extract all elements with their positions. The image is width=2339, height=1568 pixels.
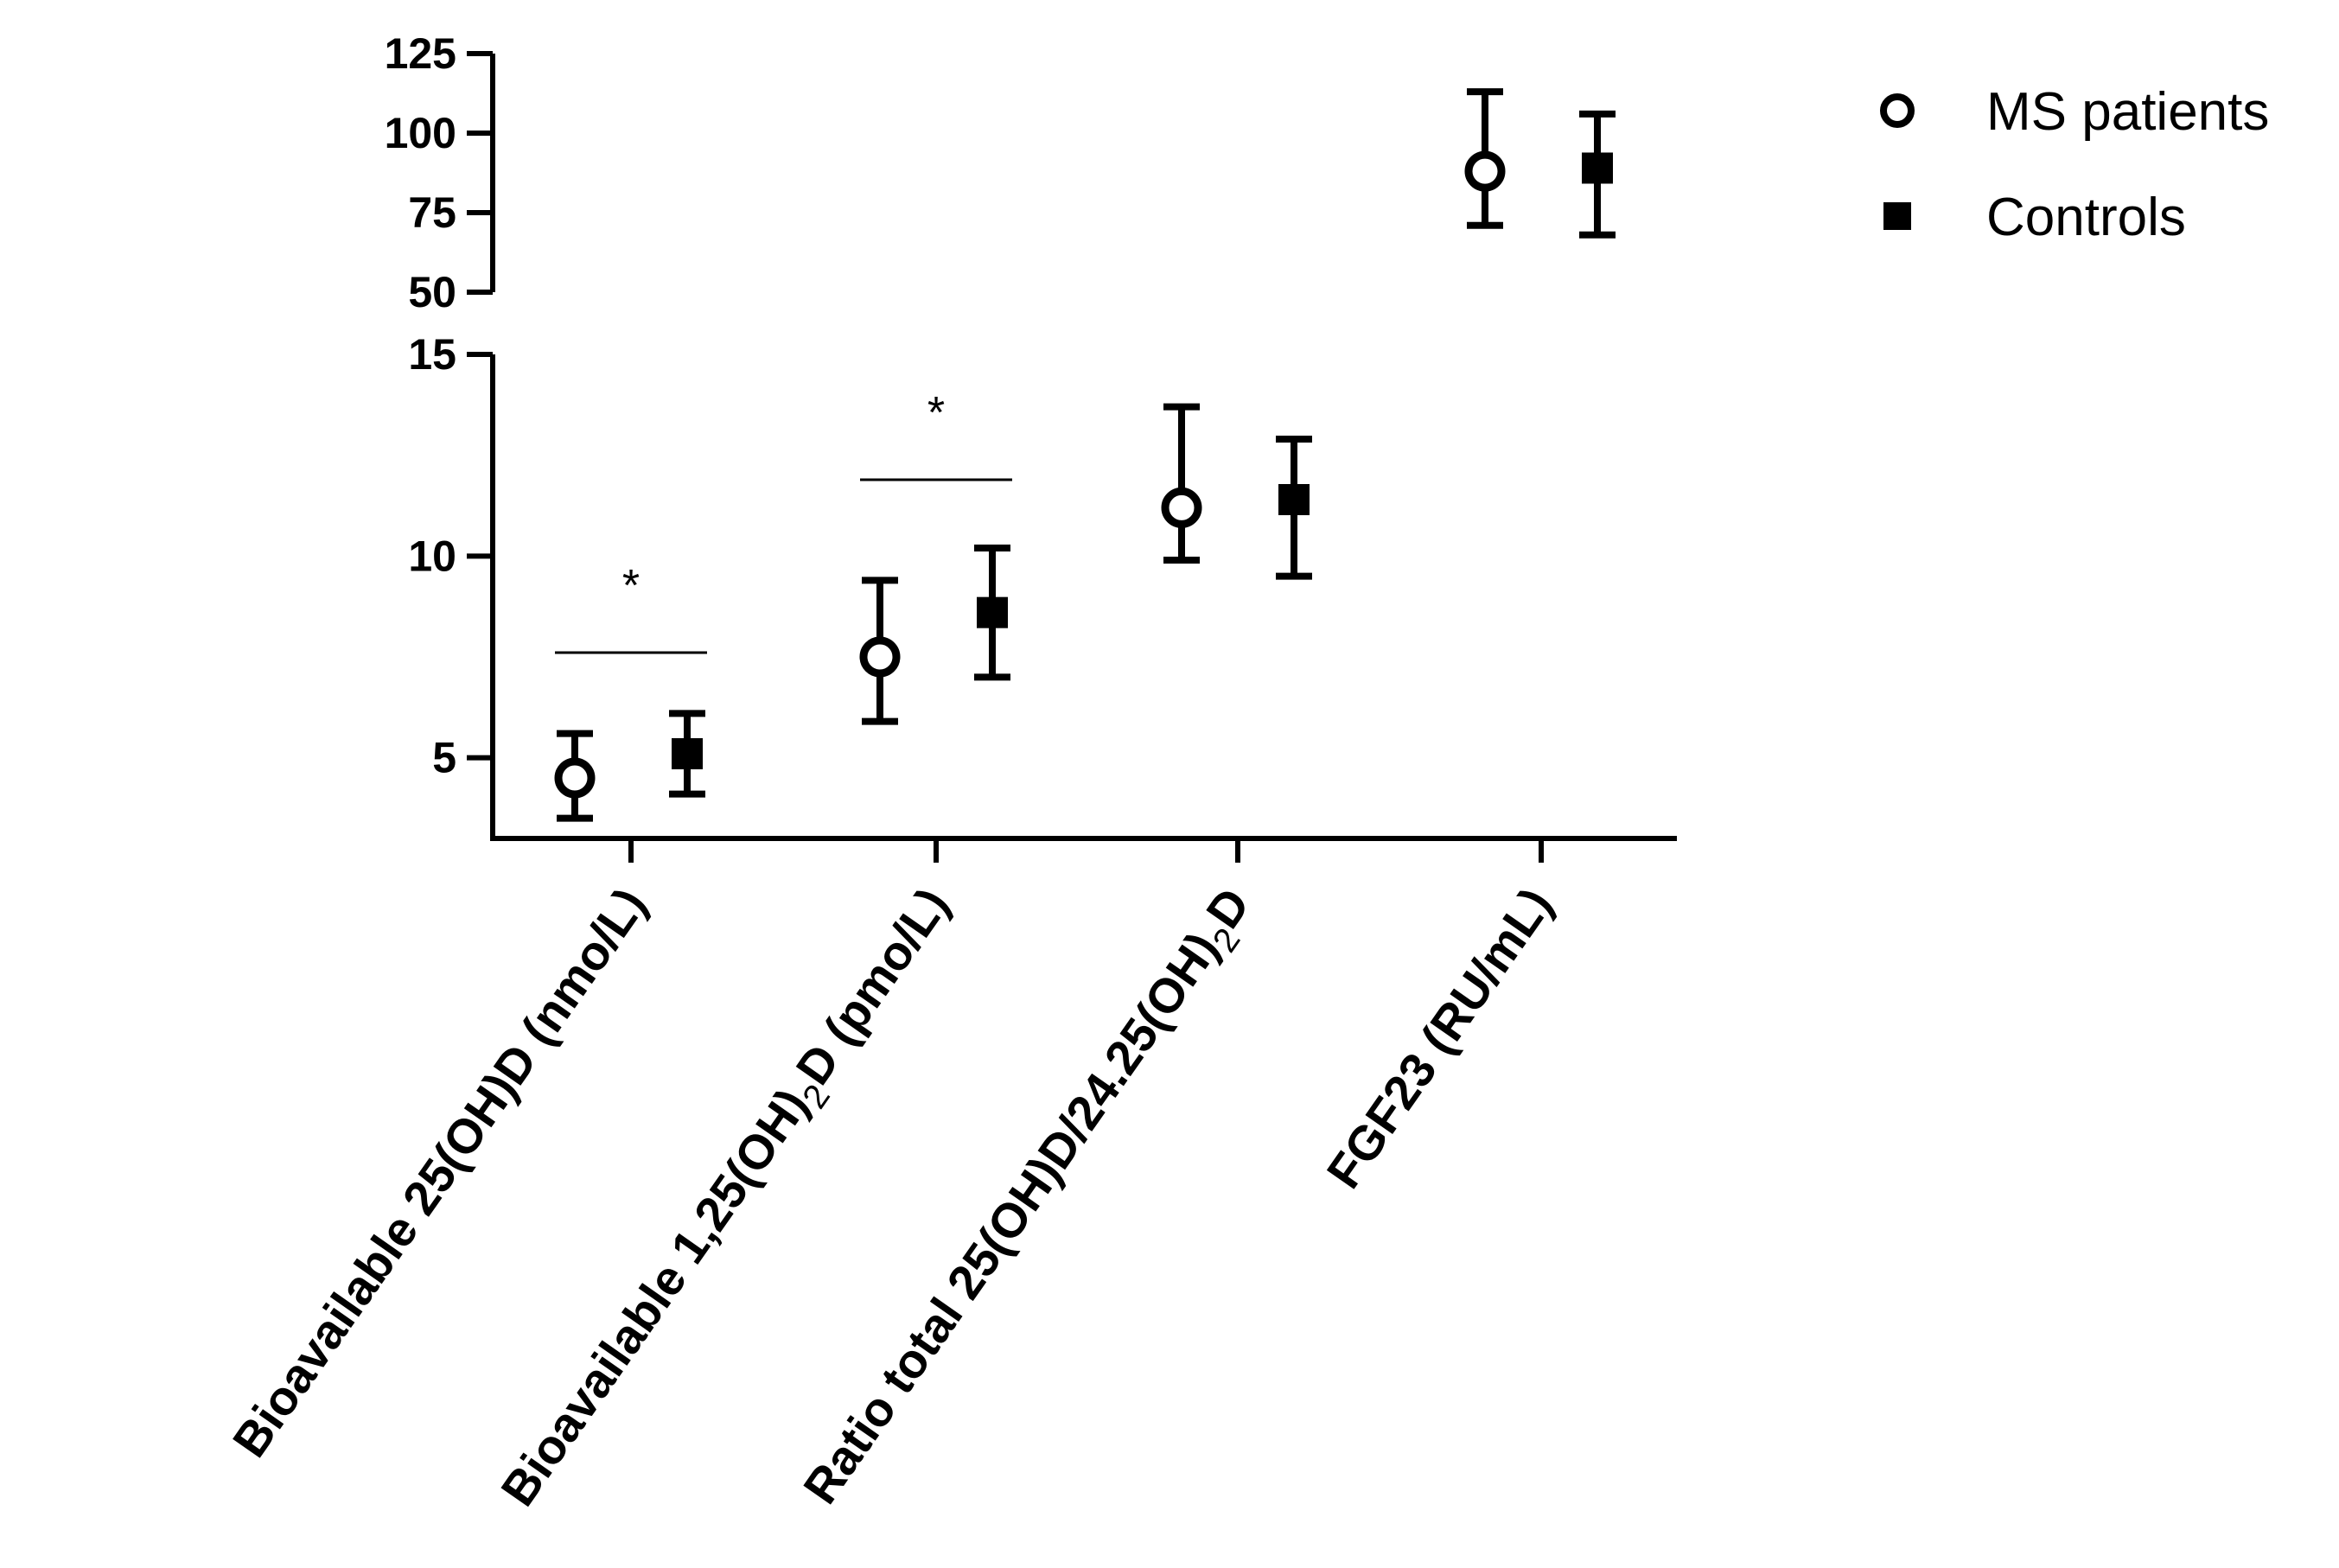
legend-marker-ms-patients	[1880, 93, 1915, 128]
point-controls	[977, 596, 1008, 628]
y-tick-label: 15	[408, 330, 456, 379]
significance-star: *	[927, 388, 945, 438]
legend-label: MS patients	[1986, 82, 2269, 142]
point-ms-patients	[1464, 150, 1506, 192]
significance-star: *	[622, 561, 640, 611]
category-label-part: D (pmo/L)	[785, 878, 959, 1094]
category-label-part: D	[1195, 878, 1260, 938]
point-ms-patients	[554, 757, 596, 799]
y-tick-label: 5	[432, 734, 456, 782]
point-controls	[1582, 152, 1613, 184]
y-tick-label: 125	[385, 29, 456, 78]
category-label-part: FGF23 (RU/mL)	[1316, 878, 1562, 1198]
y-tick-label: 50	[408, 268, 456, 316]
y-tick-label: 10	[408, 532, 456, 580]
y-tick-label: 100	[385, 109, 456, 157]
category-label-part: Bioavailable 1,25(OH)	[490, 1079, 819, 1515]
legend-label: Controls	[1986, 188, 2186, 247]
y-tick-label: 75	[408, 188, 456, 237]
point-controls	[672, 738, 703, 769]
point-controls	[1278, 484, 1310, 515]
legend-marker-controls	[1883, 202, 1911, 230]
point-ms-patients	[1161, 487, 1202, 528]
category-label: FGF23 (RU/mL)	[1316, 878, 1562, 1198]
point-ms-patients	[859, 636, 901, 678]
